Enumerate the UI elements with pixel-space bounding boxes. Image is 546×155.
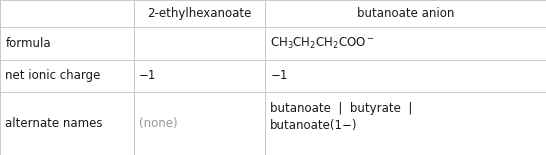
Text: butanoate  |  butyrate  |
butanoate(1−): butanoate | butyrate | butanoate(1−) [270,102,413,132]
Text: formula: formula [5,37,51,50]
Text: alternate names: alternate names [5,117,103,130]
Text: −1: −1 [270,69,288,82]
Text: (none): (none) [139,117,178,130]
Text: butanoate anion: butanoate anion [357,7,454,20]
Text: 2-ethylhexanoate: 2-ethylhexanoate [147,7,252,20]
Text: net ionic charge: net ionic charge [5,69,101,82]
Text: $\mathregular{CH_3CH_2CH_2COO^-}$: $\mathregular{CH_3CH_2CH_2COO^-}$ [270,36,375,51]
Text: −1: −1 [139,69,157,82]
